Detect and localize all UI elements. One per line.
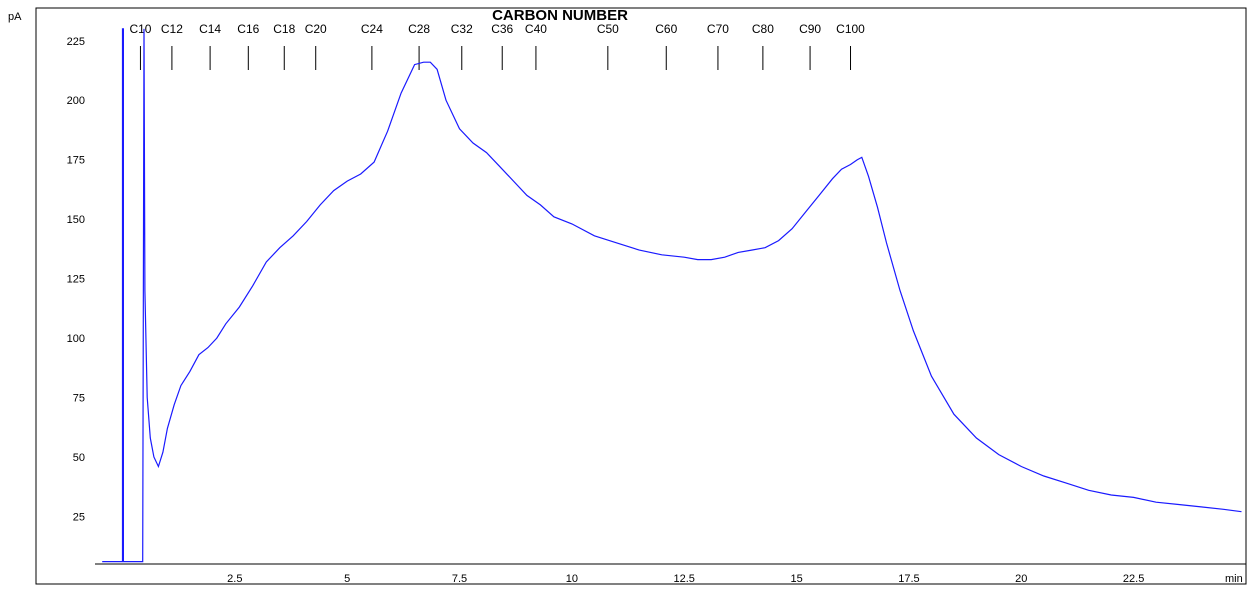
x-axis-unit-label: min bbox=[1225, 573, 1243, 585]
y-tick-label: 25 bbox=[73, 511, 85, 523]
y-tick-label: 50 bbox=[73, 452, 85, 464]
x-tick-label: 17.5 bbox=[898, 573, 919, 585]
x-tick-label: 20 bbox=[1015, 573, 1027, 585]
y-tick-label: 200 bbox=[67, 95, 85, 107]
chart-title: CARBON NUMBER bbox=[492, 7, 628, 24]
carbon-marker-label: C24 bbox=[361, 22, 383, 36]
x-tick-label: 10 bbox=[566, 573, 578, 585]
carbon-marker-label: C60 bbox=[655, 22, 677, 36]
chromatogram-trace bbox=[102, 28, 1242, 563]
x-tick-label: 12.5 bbox=[674, 573, 695, 585]
carbon-marker-label: C16 bbox=[237, 22, 259, 36]
carbon-marker-label: C90 bbox=[799, 22, 821, 36]
carbon-marker-label: C40 bbox=[525, 22, 547, 36]
x-axis-ticks: 2.5 5 7.5 10 12.5 15 17.5 20 22.5 bbox=[227, 573, 1144, 585]
x-tick-label: 15 bbox=[790, 573, 802, 585]
carbon-marker-label: C28 bbox=[408, 22, 430, 36]
carbon-marker-label: C50 bbox=[597, 22, 619, 36]
carbon-marker-label: C10 bbox=[129, 22, 151, 36]
carbon-marker-label: C20 bbox=[305, 22, 327, 36]
y-tick-label: 225 bbox=[67, 36, 85, 48]
carbon-marker-label: C70 bbox=[707, 22, 729, 36]
y-axis-unit-label: pA bbox=[8, 11, 22, 23]
carbon-marker-label: C18 bbox=[273, 22, 295, 36]
carbon-marker-label: C32 bbox=[451, 22, 473, 36]
carbon-marker-label: C14 bbox=[199, 22, 221, 36]
x-tick-label: 2.5 bbox=[227, 573, 242, 585]
carbon-marker-label: C36 bbox=[491, 22, 513, 36]
x-tick-label: 5 bbox=[344, 573, 350, 585]
y-tick-label: 175 bbox=[67, 155, 85, 167]
carbon-marker-label: C80 bbox=[752, 22, 774, 36]
y-tick-label: 75 bbox=[73, 393, 85, 405]
x-tick-label: 22.5 bbox=[1123, 573, 1144, 585]
y-tick-label: 150 bbox=[67, 214, 85, 226]
x-tick-label: 7.5 bbox=[452, 573, 467, 585]
carbon-marker-label: C100 bbox=[836, 22, 865, 36]
carbon-marker-label: C12 bbox=[161, 22, 183, 36]
y-axis-ticks: 25 50 75 100 125 150 175 200 225 bbox=[67, 36, 85, 524]
carbon-number-markers: C10 C12 C14 C16 C18 C20 C24 C28 C32 C36 C40 C50 C60 C… bbox=[129, 22, 865, 70]
y-tick-label: 125 bbox=[67, 274, 85, 286]
outer-frame bbox=[35, 7, 1247, 585]
y-tick-label: 100 bbox=[67, 333, 85, 345]
